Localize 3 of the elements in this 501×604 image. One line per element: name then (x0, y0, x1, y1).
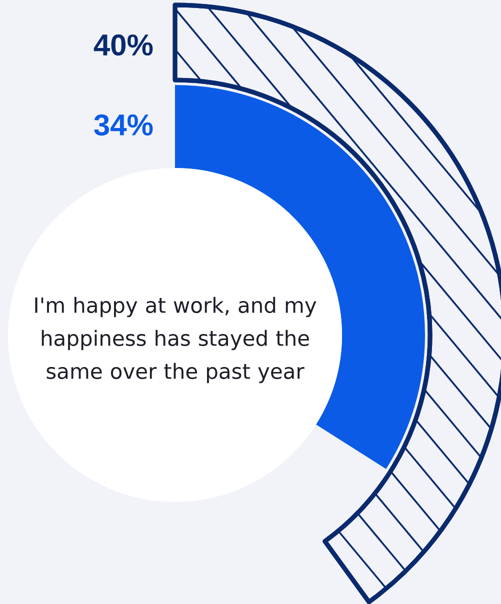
data-label: 34% (94, 114, 153, 136)
text: I'm happy at work, and my happiness has stayed the same over the past year (35, 296, 316, 384)
data-label: 40% (94, 34, 153, 56)
